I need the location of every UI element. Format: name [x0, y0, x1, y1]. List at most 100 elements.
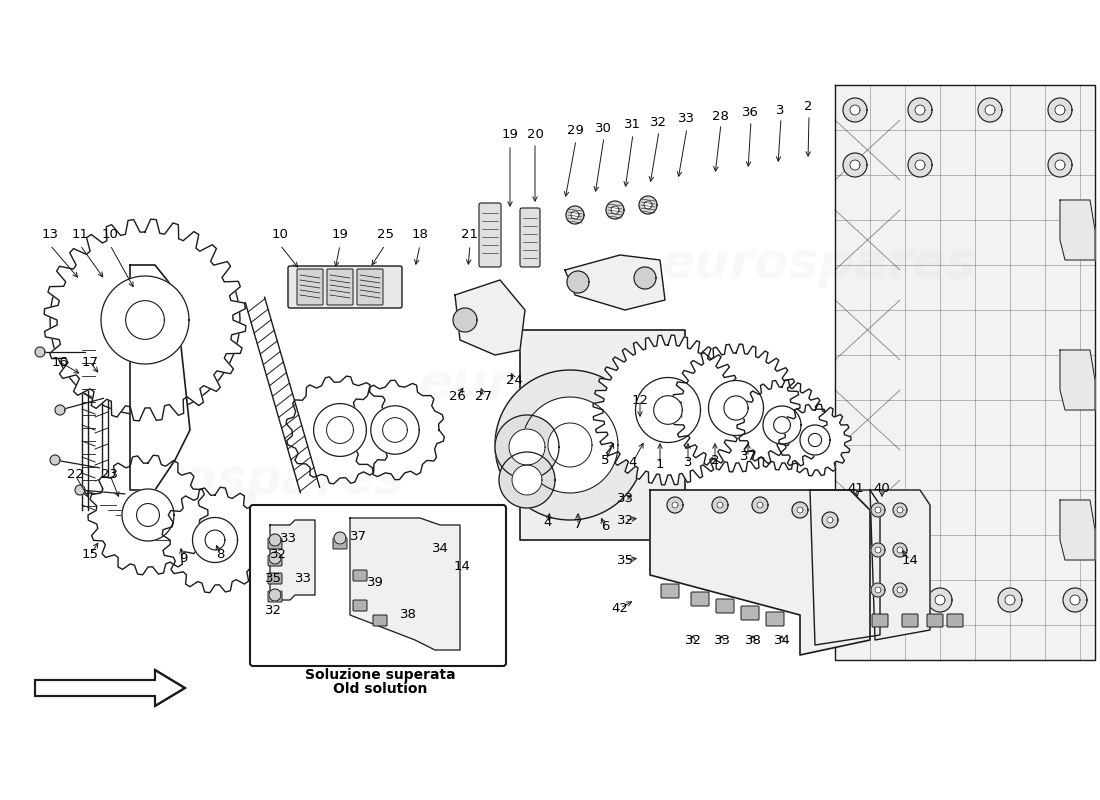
Text: 12: 12 — [631, 394, 649, 406]
Polygon shape — [978, 98, 1002, 122]
Polygon shape — [871, 583, 886, 597]
Polygon shape — [125, 301, 164, 339]
Polygon shape — [1048, 153, 1072, 177]
Polygon shape — [334, 532, 346, 544]
Text: 2: 2 — [804, 101, 812, 114]
Text: 10: 10 — [101, 229, 119, 242]
Polygon shape — [566, 206, 584, 224]
Polygon shape — [835, 85, 1094, 660]
FancyBboxPatch shape — [373, 615, 387, 626]
Text: 36: 36 — [741, 106, 758, 119]
Text: 5: 5 — [601, 454, 609, 466]
Polygon shape — [893, 543, 907, 557]
FancyBboxPatch shape — [872, 614, 888, 627]
Polygon shape — [800, 425, 830, 455]
Polygon shape — [667, 497, 683, 513]
Polygon shape — [871, 543, 886, 557]
Text: 14: 14 — [453, 559, 471, 573]
FancyBboxPatch shape — [902, 614, 918, 627]
Polygon shape — [136, 503, 160, 526]
Text: 33: 33 — [678, 113, 694, 126]
Polygon shape — [1070, 595, 1080, 605]
Polygon shape — [984, 105, 996, 115]
Text: 25: 25 — [376, 229, 394, 242]
Polygon shape — [499, 452, 556, 508]
Polygon shape — [455, 280, 525, 355]
Polygon shape — [874, 587, 881, 593]
Polygon shape — [893, 583, 907, 597]
Polygon shape — [763, 406, 801, 444]
Polygon shape — [935, 595, 945, 605]
Text: 19: 19 — [502, 129, 518, 142]
Polygon shape — [672, 502, 678, 508]
Text: 28: 28 — [712, 110, 728, 122]
Text: 33: 33 — [295, 573, 311, 586]
Polygon shape — [850, 105, 860, 115]
Polygon shape — [843, 98, 867, 122]
Text: 23: 23 — [101, 469, 119, 482]
FancyBboxPatch shape — [268, 538, 282, 549]
Polygon shape — [1048, 98, 1072, 122]
Polygon shape — [593, 335, 743, 485]
Polygon shape — [874, 507, 881, 513]
Polygon shape — [512, 465, 542, 495]
FancyBboxPatch shape — [741, 606, 759, 620]
Text: 29: 29 — [566, 123, 583, 137]
Text: 38: 38 — [745, 634, 761, 646]
Polygon shape — [644, 201, 652, 209]
FancyBboxPatch shape — [478, 203, 500, 267]
Text: 32: 32 — [264, 603, 282, 617]
Text: 34: 34 — [773, 634, 791, 646]
Polygon shape — [915, 105, 925, 115]
Polygon shape — [1005, 595, 1015, 605]
FancyBboxPatch shape — [333, 538, 346, 549]
Text: 6: 6 — [601, 521, 609, 534]
Polygon shape — [798, 507, 803, 513]
Text: 42: 42 — [612, 602, 628, 614]
Polygon shape — [606, 201, 624, 219]
Polygon shape — [345, 380, 444, 480]
Text: 4: 4 — [543, 517, 552, 530]
Text: 2: 2 — [711, 454, 719, 466]
Polygon shape — [757, 502, 763, 508]
Polygon shape — [724, 396, 748, 420]
Polygon shape — [122, 489, 174, 541]
Polygon shape — [1060, 350, 1094, 410]
Text: 10: 10 — [272, 229, 288, 242]
Polygon shape — [915, 160, 925, 170]
Polygon shape — [205, 530, 224, 550]
Polygon shape — [870, 490, 930, 640]
Polygon shape — [928, 588, 952, 612]
Text: 20: 20 — [527, 129, 543, 142]
FancyBboxPatch shape — [288, 266, 402, 308]
FancyBboxPatch shape — [327, 269, 353, 305]
Polygon shape — [82, 340, 108, 510]
FancyBboxPatch shape — [353, 600, 367, 611]
Polygon shape — [371, 406, 419, 454]
Text: Old solution: Old solution — [333, 682, 427, 696]
Text: 35: 35 — [616, 554, 634, 566]
FancyBboxPatch shape — [268, 573, 282, 584]
FancyBboxPatch shape — [716, 599, 734, 613]
Polygon shape — [1060, 200, 1094, 260]
Polygon shape — [1063, 588, 1087, 612]
Polygon shape — [35, 670, 185, 706]
Text: 14: 14 — [902, 554, 918, 566]
FancyBboxPatch shape — [268, 555, 282, 566]
Text: eurospares: eurospares — [660, 240, 976, 288]
Text: 33: 33 — [279, 531, 297, 545]
Text: eurospares: eurospares — [88, 456, 404, 504]
Polygon shape — [35, 347, 45, 357]
Polygon shape — [100, 505, 178, 545]
Polygon shape — [565, 255, 666, 310]
Polygon shape — [773, 417, 791, 434]
FancyBboxPatch shape — [268, 591, 282, 602]
Polygon shape — [270, 589, 280, 601]
Polygon shape — [383, 418, 407, 442]
Polygon shape — [610, 206, 619, 214]
Polygon shape — [908, 153, 932, 177]
Polygon shape — [843, 153, 867, 177]
FancyBboxPatch shape — [358, 269, 383, 305]
Text: 38: 38 — [399, 607, 417, 621]
Polygon shape — [650, 490, 870, 655]
